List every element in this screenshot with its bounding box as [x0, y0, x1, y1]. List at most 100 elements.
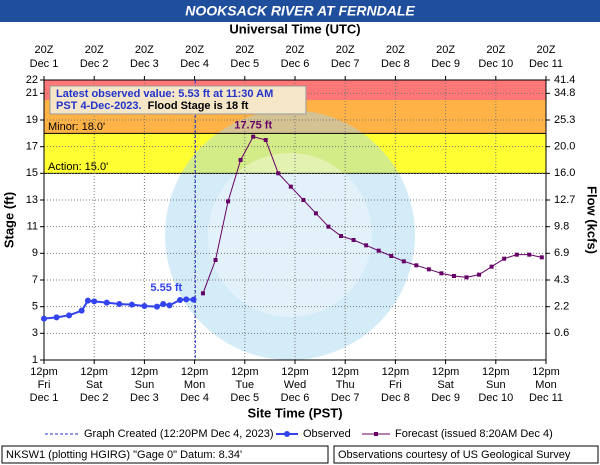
observed-point	[190, 296, 197, 303]
forecast-point	[313, 211, 318, 216]
forecast-point	[539, 255, 544, 260]
y2-tick-label: 20.0	[554, 141, 575, 153]
observed-point	[41, 315, 47, 322]
x-tick-label: Mon	[184, 379, 205, 391]
x-tick-label: Dec 2	[80, 392, 109, 404]
annotation: Flood Stage is 18 ft	[148, 100, 249, 112]
x2-tick-label: 20Z	[286, 44, 305, 56]
forecast-point	[263, 138, 268, 142]
y-tick-label: 1	[32, 354, 38, 366]
observed-point	[91, 298, 98, 305]
threshold-label: Action: 15.0'	[48, 161, 108, 173]
forecast-point	[527, 252, 532, 257]
x-tick-label: Dec 10	[478, 392, 513, 404]
y2-tick-label: 34.8	[554, 87, 575, 99]
y-tick-label: 13	[26, 194, 38, 206]
chart-title: NOOKSACK RIVER AT FERNDALE	[185, 3, 415, 19]
forecast-point	[489, 264, 494, 269]
x2-tick-label: Dec 5	[230, 58, 259, 70]
y-axis-label: Stage (ft)	[1, 192, 16, 248]
y-tick-label: 7	[32, 274, 38, 286]
observed-point	[128, 301, 135, 308]
x2-tick-label: Dec 4	[180, 58, 209, 70]
x-tick-label: 12pm	[382, 366, 410, 378]
x-tick-label: Wed	[284, 379, 306, 391]
x-tick-label: Sun	[486, 379, 506, 391]
x2-axis-label: Universal Time (UTC)	[229, 21, 360, 36]
x-tick-label: 12pm	[432, 366, 460, 378]
x2-tick-label: 20Z	[85, 44, 104, 56]
y-tick-label: 3	[32, 327, 38, 339]
forecast-point	[276, 171, 281, 176]
x-tick-label: Mon	[535, 379, 556, 391]
x-tick-label: Dec 8	[381, 392, 410, 404]
x2-tick-label: 20Z	[386, 44, 405, 56]
forecast-point	[288, 184, 293, 189]
y-tick-label: 5	[32, 301, 38, 313]
y2-tick-label: 2.2	[554, 301, 569, 313]
footer-right: Observations courtesy of US Geological S…	[338, 449, 571, 461]
y-tick-label: 21	[26, 87, 38, 99]
x-tick-label: 12pm	[331, 366, 359, 378]
x-tick-label: Dec 9	[431, 392, 460, 404]
forecast-point	[426, 267, 431, 272]
footer-box	[1, 445, 329, 464]
x-tick-label: Dec 1	[30, 392, 59, 404]
x2-tick-label: 20Z	[537, 44, 556, 56]
title-bar	[0, 0, 600, 22]
x-tick-label: 12pm	[30, 366, 58, 378]
x2-tick-label: Dec 3	[130, 58, 159, 70]
y2-axis-label: Flow (kcfs)	[585, 186, 600, 254]
x2-tick-label: 20Z	[486, 44, 505, 56]
legend-label: Observed	[303, 428, 351, 440]
x2-tick-label: Dec 6	[281, 58, 310, 70]
y2-tick-label: 0.6	[554, 327, 569, 339]
x2-tick-label: Dec 11	[529, 58, 563, 70]
forecast-point	[439, 271, 444, 276]
x-tick-label: 12pm	[482, 366, 510, 378]
x2-tick-label: 20Z	[436, 44, 455, 56]
annotation: Latest observed value: 5.53 ft at 11:30 …	[56, 88, 273, 100]
observed-point	[183, 296, 190, 303]
series-line	[43, 298, 194, 320]
forecast-point	[351, 238, 356, 242]
x-tick-label: Tue	[236, 379, 255, 391]
y-tick-label: 11	[27, 221, 38, 233]
x2-tick-label: Dec 10	[478, 58, 513, 70]
y2-tick-label: 4.3	[554, 274, 569, 286]
forecast-point	[514, 252, 519, 257]
observed-point	[66, 312, 73, 319]
peak-label: 17.75 ft	[234, 120, 272, 132]
legend-symbol	[284, 431, 290, 437]
x2-tick-label: 20Z	[336, 44, 355, 56]
x2-tick-label: Dec 8	[381, 58, 410, 70]
y2-tick-label: 25.3	[554, 114, 575, 126]
x-tick-label: Fri	[389, 379, 402, 391]
x2-tick-label: 20Z	[35, 44, 54, 56]
x-tick-label: Dec 3	[130, 392, 159, 404]
forecast-point	[364, 243, 369, 248]
footer-left: NKSW1 (plotting HGIRG) "Gage 0" Datum: 8…	[6, 449, 242, 461]
forecast-point	[301, 198, 306, 202]
x2-tick-label: 20Z	[135, 44, 154, 56]
observed-point	[53, 314, 60, 321]
x-tick-label: 12pm	[80, 366, 108, 378]
peak-label: 5.55 ft	[150, 282, 182, 294]
forecast-point	[502, 256, 507, 261]
x-tick-label: Dec 6	[281, 392, 310, 404]
y-tick-label: 9	[32, 247, 38, 259]
y2-tick-label: 41.4	[554, 74, 575, 86]
x-tick-label: 12pm	[181, 366, 209, 378]
observed-point	[141, 303, 148, 309]
x-axis-label: Site Time (PST)	[247, 405, 342, 420]
x-tick-label: 12pm	[532, 366, 560, 378]
y2-tick-label: 6.9	[554, 247, 569, 259]
y-tick-label: 15	[26, 167, 38, 179]
x-tick-label: Dec 7	[331, 392, 360, 404]
observed-point	[166, 302, 173, 309]
observed-point	[160, 301, 167, 307]
y-tick-label: 19	[26, 114, 38, 126]
forecast-point	[389, 254, 394, 258]
x-tick-label: Sat	[437, 379, 454, 391]
x2-tick-label: Dec 9	[431, 58, 460, 70]
